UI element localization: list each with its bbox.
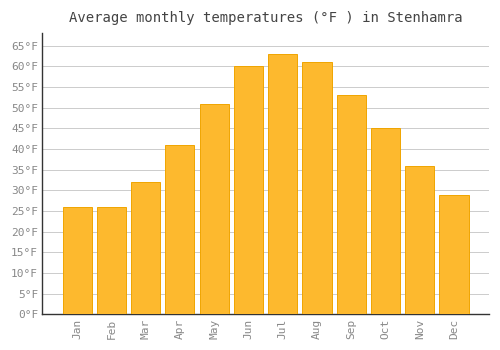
Bar — [302, 62, 332, 314]
Bar — [405, 166, 434, 314]
Bar — [268, 54, 298, 314]
Bar — [234, 66, 263, 314]
Bar — [62, 207, 92, 314]
Bar — [440, 195, 468, 314]
Bar — [131, 182, 160, 314]
Bar — [166, 145, 194, 314]
Bar — [371, 128, 400, 314]
Title: Average monthly temperatures (°F ) in Stenhamra: Average monthly temperatures (°F ) in St… — [69, 11, 462, 25]
Bar — [200, 104, 229, 314]
Bar — [97, 207, 126, 314]
Bar — [336, 95, 366, 314]
